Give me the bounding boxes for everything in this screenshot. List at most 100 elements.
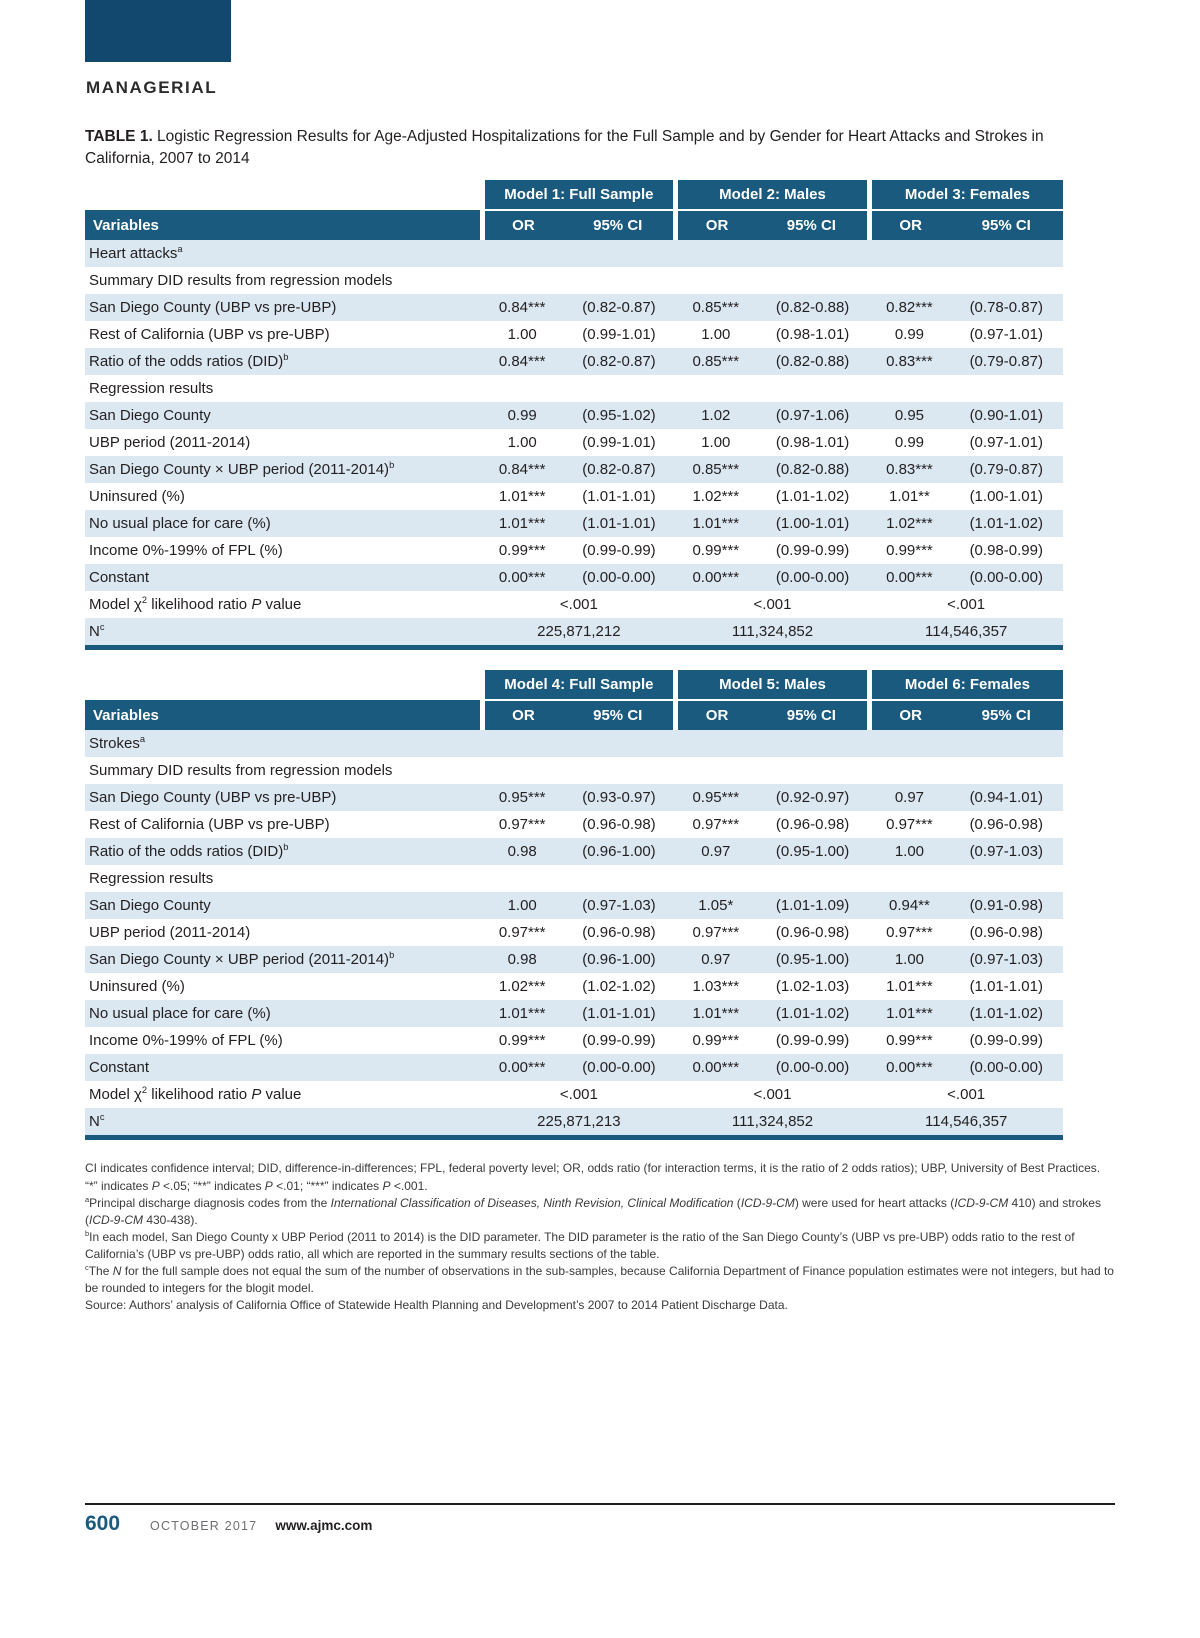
or-value: 1.00 [675,321,756,348]
or-value: 0.99*** [869,537,950,564]
page-content: TABLE 1. Logistic Regression Results for… [85,126,1115,1315]
or-value: 1.03*** [675,973,756,1000]
ci-value: (0.95-1.00) [755,838,870,865]
or-value: 1.02 [675,402,756,429]
data-row: San Diego County × UBP period (2011-2014… [85,456,1063,483]
or-value: 0.99 [869,321,950,348]
or-value: 0.97*** [482,811,563,838]
ci-value: (0.92-0.97) [755,784,870,811]
ci-value: (0.97-1.06) [755,402,870,429]
ci-value: (0.79-0.87) [949,348,1063,375]
footnote: cThe N for the full sample does not equa… [85,1263,1114,1295]
ci-value: (0.98-1.01) [755,429,870,456]
or-value: 0.97*** [482,919,563,946]
variable-label: UBP period (2011-2014) [85,919,483,946]
ci-header: 95% CI [949,210,1063,240]
data-row: San Diego County × UBP period (2011-2014… [85,946,1063,973]
variable-label: Model χ2 likelihood ratio P value [85,1081,483,1108]
or-value: 1.02*** [869,510,950,537]
variable-label: Uninsured (%) [85,483,483,510]
model-header: Model 5: Males [673,670,870,701]
or-header: OR [673,210,756,240]
ci-value: (0.96-1.00) [562,838,676,865]
variable-label: San Diego County (UBP vs pre-UBP) [85,784,483,811]
ci-value: (1.01-1.02) [949,1000,1063,1027]
ci-value: (1.01-1.01) [562,510,676,537]
model-header-row: Model 4: Full Sample Model 5: Males Model … [85,670,1063,701]
ci-value: (0.82-0.87) [562,294,676,321]
variable-label: San Diego County × UBP period (2011-2014… [85,946,483,973]
variable-label: San Diego County (UBP vs pre-UBP) [85,294,483,321]
data-row: San Diego County 1.00 (0.97-1.03) 1.05* (1.0… [85,892,1063,919]
ci-value: (1.01-1.02) [755,483,870,510]
or-value: 0.00*** [675,564,756,591]
corner-cell [85,180,483,210]
variable-label: UBP period (2011-2014) [85,429,483,456]
ci-header: 95% CI [949,700,1063,730]
or-value: 0.99*** [675,1027,756,1054]
ci-value: (0.00-0.00) [755,564,870,591]
ci-value: (0.95-1.02) [562,402,676,429]
or-value: 1.00 [869,946,950,973]
ci-header: 95% CI [562,700,676,730]
results-table: Model 1: Full Sample Model 2: Males Model … [85,180,1063,650]
or-value: 0.97*** [675,919,756,946]
data-row: UBP period (2011-2014) 1.00 (0.99-1.01) 1.0… [85,429,1063,456]
ci-value: (0.82-0.88) [755,294,870,321]
or-value: 1.00 [482,429,563,456]
section-row: Strokesa [85,730,1063,757]
ci-value: (0.98-0.99) [949,537,1063,564]
group-value: <.001 [675,591,870,618]
data-row: Uninsured (%) 1.02*** (1.02-1.02) 1.03*** (1… [85,973,1063,1000]
section-label: Heart attacksa [85,240,1063,267]
ci-value: (0.90-1.01) [949,402,1063,429]
ci-value: (0.95-1.00) [755,946,870,973]
ci-value: (0.96-0.98) [949,919,1063,946]
variable-label: No usual place for care (%) [85,510,483,537]
ci-value: (1.01-1.02) [755,1000,870,1027]
variable-label: No usual place for care (%) [85,1000,483,1027]
ci-value: (0.99-1.01) [562,429,676,456]
ci-value: (0.97-1.03) [949,838,1063,865]
or-value: 0.00*** [675,1054,756,1081]
or-value: 0.84*** [482,294,563,321]
table-title: TABLE 1. Logistic Regression Results for… [85,126,1080,170]
or-value: 0.99 [869,429,950,456]
ci-value: (0.96-0.98) [949,811,1063,838]
or-value: 1.02*** [482,973,563,1000]
variable-label: Ratio of the odds ratios (DID)b [85,348,483,375]
ci-value: (0.94-1.01) [949,784,1063,811]
variable-label: Rest of California (UBP vs pre-UBP) [85,321,483,348]
ci-value: (0.00-0.00) [562,1054,676,1081]
ci-value: (1.01-1.02) [949,510,1063,537]
ci-value: (0.91-0.98) [949,892,1063,919]
variable-label: Constant [85,1054,483,1081]
ci-value: (0.82-0.87) [562,348,676,375]
data-row: Constant 0.00*** (0.00-0.00) 0.00*** (0.00-0… [85,564,1063,591]
column-header-row: Variables OR 95% CI OR 95% CI OR 95% CI [85,700,1063,730]
or-value: 0.97*** [869,811,950,838]
group-value: <.001 [869,1081,1063,1108]
subsection-label: Summary DID results from regression mode… [85,267,1063,294]
or-value: 1.01*** [869,973,950,1000]
or-value: 0.94** [869,892,950,919]
variable-label: Income 0%-199% of FPL (%) [85,1027,483,1054]
ci-header: 95% CI [562,210,676,240]
or-value: 0.99*** [869,1027,950,1054]
model-header: Model 3: Females [866,180,1063,211]
subsection-row: Summary DID results from regression mode… [85,267,1063,294]
subsection-label: Regression results [85,375,1063,402]
ci-value: (0.96-0.98) [755,919,870,946]
ci-value: (0.78-0.87) [949,294,1063,321]
or-value: 0.95*** [675,784,756,811]
subsection-row: Regression results [85,865,1063,892]
data-row: No usual place for care (%) 1.01*** (1.01-… [85,1000,1063,1027]
or-value: 0.00*** [869,1054,950,1081]
subsection-label: Regression results [85,865,1063,892]
or-value: 1.01** [869,483,950,510]
footnote: “*” indicates P <.05; “**” indicates P <… [85,1178,428,1193]
ci-value: (1.02-1.02) [562,973,676,1000]
or-value: 0.99 [482,402,563,429]
variable-label: Income 0%-199% of FPL (%) [85,537,483,564]
or-value: 0.95 [869,402,950,429]
